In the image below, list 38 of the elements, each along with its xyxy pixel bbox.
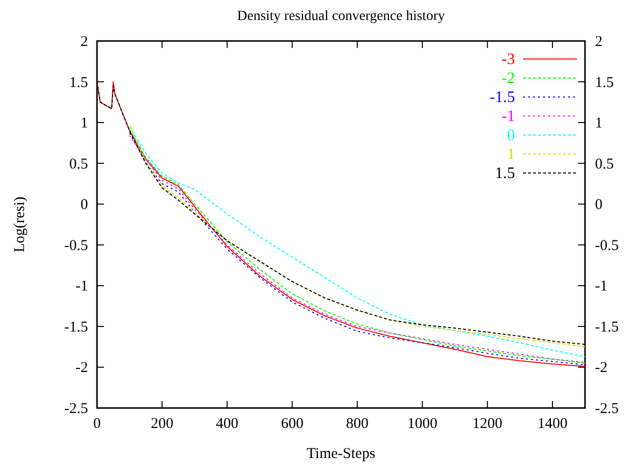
y-tick-label: -1.5	[64, 319, 88, 336]
y-tick-label: 0.5	[69, 156, 88, 172]
y-axis-title: Log(resi)	[12, 196, 28, 252]
y2-tick-label: 1	[595, 116, 602, 132]
legend-label: -3	[502, 51, 515, 68]
legend-label: -1.5	[490, 89, 515, 106]
y-tick-label: -2.5	[64, 401, 88, 417]
y2-tick-label: 2	[595, 34, 602, 50]
legend-label: -1	[502, 108, 515, 125]
y-tick-label: 2	[80, 34, 88, 50]
y-tick-label: -1	[76, 278, 88, 295]
y-tick-label: 0	[80, 197, 88, 214]
x-tick-label: 200	[150, 416, 174, 432]
y2-tick-label: -0.5	[595, 238, 619, 254]
x-axis-title: Time-Steps	[306, 446, 376, 462]
y2-tick-label: -2	[595, 360, 608, 376]
x-tick-label: 600	[280, 416, 304, 432]
y2-tick-label: 0	[595, 197, 602, 214]
x-tick-label: 0	[93, 416, 101, 432]
y2-tick-label: 0.5	[595, 156, 614, 172]
y2-tick-label: -1	[595, 278, 608, 295]
legend-label: 0	[507, 127, 515, 144]
x-tick-label: 1000	[407, 416, 438, 432]
x-tick-label: 800	[346, 416, 369, 432]
x-tick-label: 1400	[537, 416, 568, 432]
legend-label: 1	[507, 146, 515, 163]
y2-tick-label: -2.5	[595, 401, 619, 417]
y-tick-label: 1	[80, 116, 88, 132]
y2-tick-label: 1.5	[595, 74, 614, 91]
y-tick-label: -0.5	[64, 238, 88, 254]
legend-label: 1.5	[495, 165, 515, 182]
y-tick-label: -2	[76, 360, 88, 376]
y-tick-label: 1.5	[69, 74, 88, 91]
x-tick-label: 400	[216, 416, 238, 432]
legend-label: -2	[502, 70, 515, 87]
x-tick-label: 1200	[472, 416, 502, 432]
y2-tick-label: -1.5	[595, 319, 619, 336]
chart-title: Density residual convergence history	[237, 9, 445, 24]
